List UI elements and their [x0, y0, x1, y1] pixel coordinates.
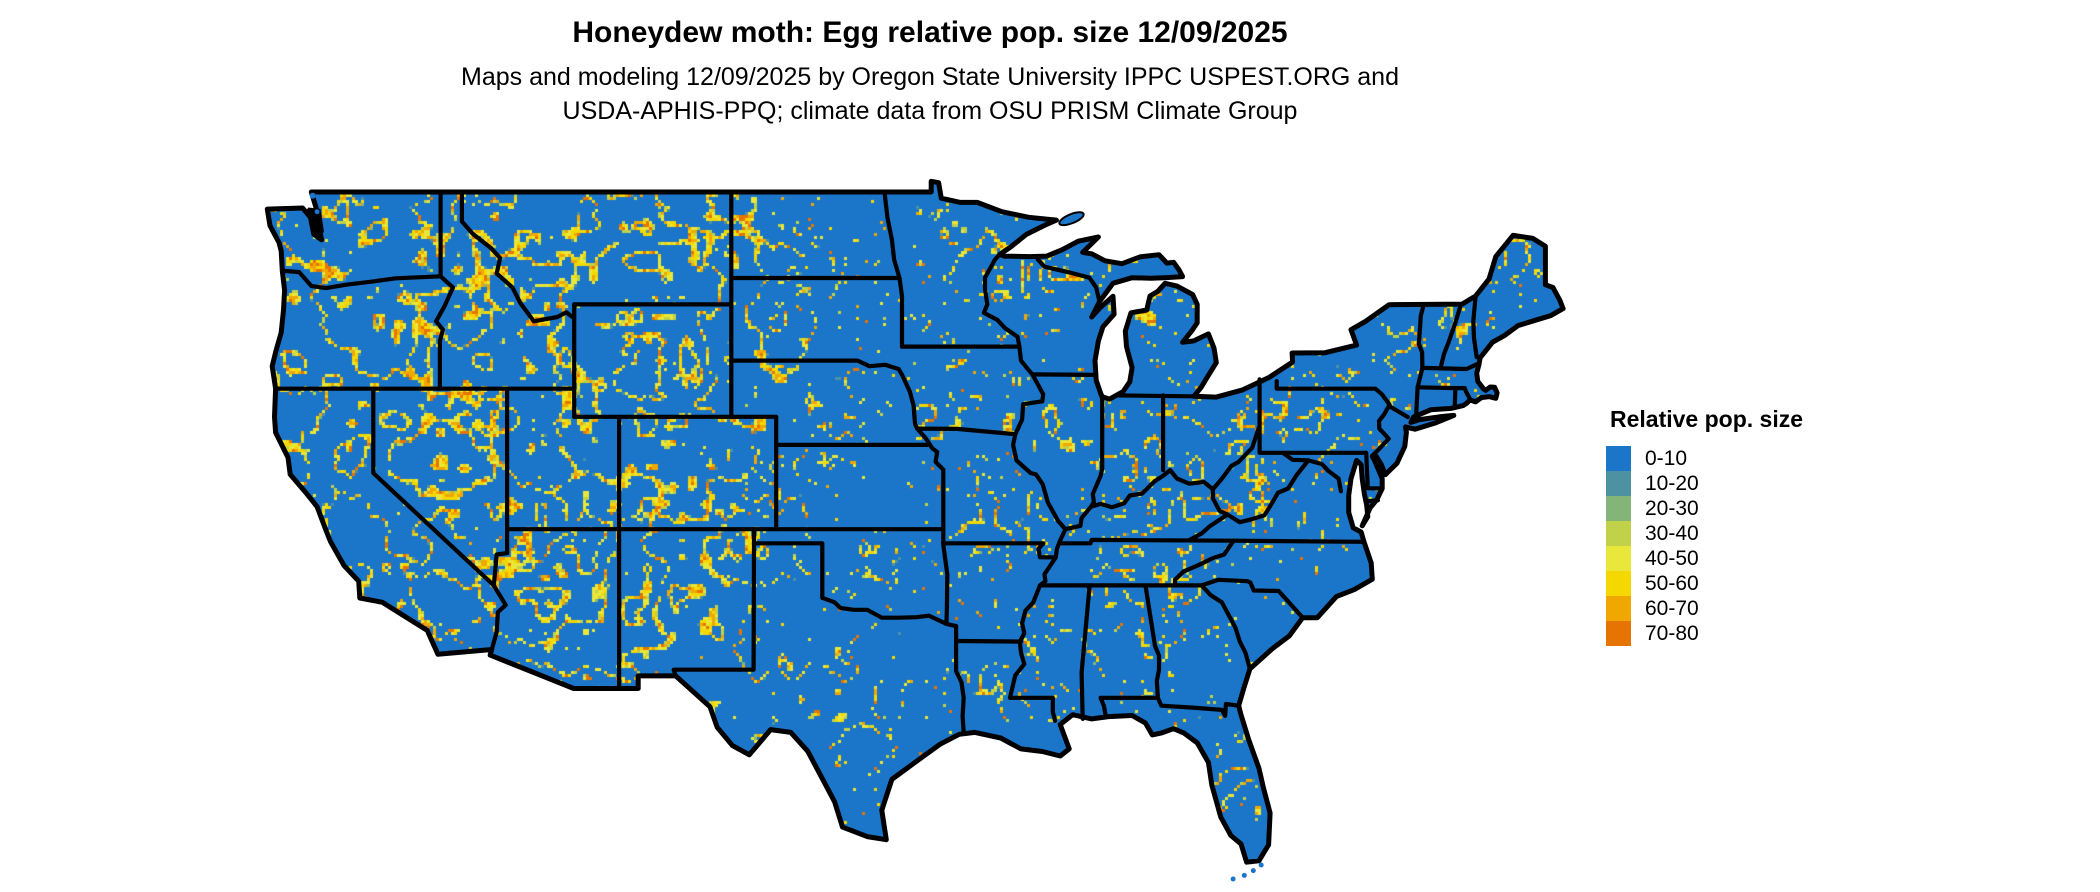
legend-label: 70-80: [1645, 622, 1699, 645]
legend-swatch: [1606, 546, 1631, 571]
legend: Relative pop. size 0-10 10-20 20-30 30-40 40…: [1606, 406, 1866, 646]
legend-row: 50-60: [1606, 571, 1866, 596]
legend-swatch: [1606, 596, 1631, 621]
legend-swatch: [1606, 571, 1631, 596]
legend-swatch: [1606, 521, 1631, 546]
legend-row: 20-30: [1606, 496, 1866, 521]
state-borders: [273, 189, 1479, 735]
national-outline: [264, 178, 1566, 865]
legend-label: 60-70: [1645, 597, 1699, 620]
map-subtitle: Maps and modeling 12/09/2025 by Oregon S…: [0, 60, 1860, 128]
legend-label: 0-10: [1645, 447, 1688, 470]
legend-label: 40-50: [1645, 547, 1699, 570]
legend-row: 30-40: [1606, 521, 1866, 546]
isle-royale-island: [1058, 211, 1085, 227]
legend-label: 30-40: [1645, 522, 1699, 545]
legend-row: 0-10: [1606, 446, 1866, 471]
map-subtitle-line2: USDA-APHIS-PPQ; climate data from OSU PR…: [562, 97, 1298, 125]
legend-swatch: [1606, 496, 1631, 521]
us-map-state-borders: [264, 178, 1566, 882]
legend-label: 20-30: [1645, 497, 1699, 520]
puget-sound-shoreline: [305, 207, 324, 242]
legend-label: 10-20: [1645, 472, 1699, 495]
legend-label: 50-60: [1645, 572, 1699, 595]
legend-row: 70-80: [1606, 621, 1866, 646]
legend-title: Relative pop. size: [1610, 406, 1804, 432]
us-map: [250, 170, 1580, 892]
legend-swatch: [1606, 621, 1631, 646]
island-dots: [309, 192, 1264, 882]
legend-swatch: [1606, 446, 1631, 471]
map-title: Honeydew moth: Egg relative pop. size 12…: [572, 16, 1288, 49]
legend-row: 40-50: [1606, 546, 1866, 571]
legend-swatch: [1606, 471, 1631, 496]
legend-rows: 0-10 10-20 20-30 30-40 40-50 50-60 60-70 70-80: [1606, 446, 1866, 646]
legend-row: 60-70: [1606, 596, 1866, 621]
map-subtitle-line1: Maps and modeling 12/09/2025 by Oregon S…: [461, 63, 1399, 91]
legend-row: 10-20: [1606, 471, 1866, 496]
